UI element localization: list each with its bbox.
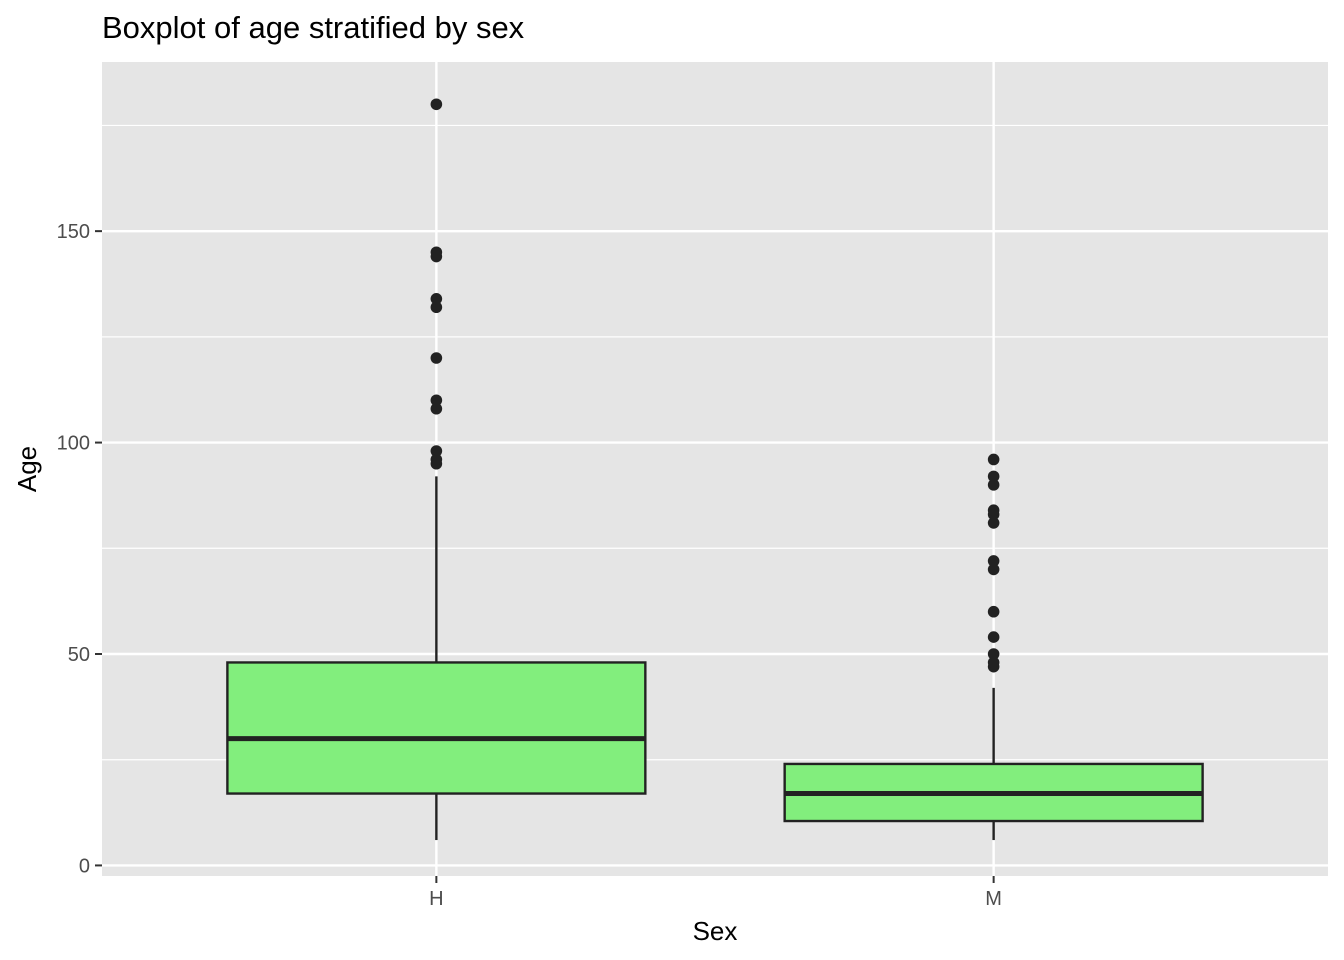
outlier-point <box>430 98 443 111</box>
y-axis-title: Age <box>12 446 42 492</box>
boxes <box>226 98 1204 841</box>
axes: 0 50 100 150 H M <box>57 221 1002 910</box>
outlier-point <box>987 555 1000 567</box>
x-tick-label: M <box>985 888 1002 910</box>
x-tick-label: H <box>429 888 443 910</box>
x-axis-title: Sex <box>693 916 738 946</box>
y-tick-label: 50 <box>68 644 90 666</box>
outlier-point <box>430 445 443 457</box>
box-group-h <box>226 98 647 841</box>
y-tick-label: 150 <box>57 221 90 243</box>
outlier-point <box>430 352 443 364</box>
outlier-point <box>987 517 1000 529</box>
outlier-point <box>987 563 1000 576</box>
outlier-point <box>987 631 1000 643</box>
outlier-point <box>987 453 1000 466</box>
outlier-point <box>430 402 443 415</box>
outlier-point <box>430 453 443 466</box>
chart-title: Boxplot of age stratified by sex <box>102 10 525 45</box>
box-iqr <box>226 661 647 795</box>
outlier-point <box>430 293 443 305</box>
outlier-point <box>987 605 1000 618</box>
outlier-point <box>430 394 443 407</box>
outlier-point <box>430 301 443 314</box>
outlier-point <box>987 656 1000 669</box>
outlier-point <box>987 470 1000 483</box>
outlier-point <box>430 246 443 259</box>
outlier-point <box>987 479 1000 491</box>
y-tick-label: 0 <box>79 855 90 877</box>
outlier-point <box>987 648 1000 660</box>
outlier-point <box>987 504 1000 517</box>
box-group-m <box>783 453 1204 841</box>
y-tick-label: 100 <box>57 433 90 455</box>
